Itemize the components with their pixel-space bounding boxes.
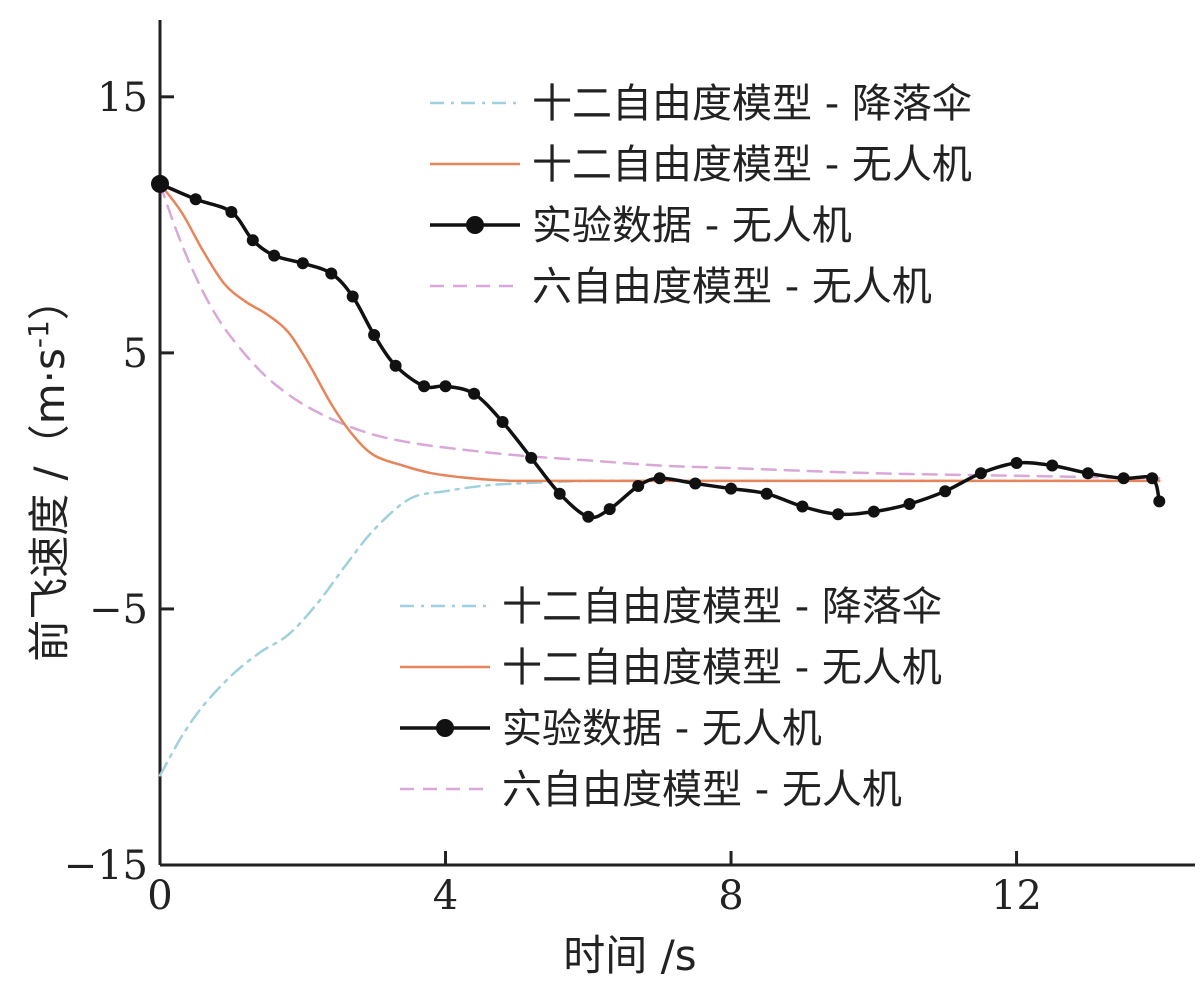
y-tick-label: 5 — [123, 331, 148, 377]
data-point — [974, 467, 987, 480]
data-point — [325, 267, 338, 280]
data-point — [418, 380, 431, 393]
data-point — [725, 482, 737, 495]
x-tick-label: 8 — [718, 873, 743, 919]
data-point — [439, 380, 452, 393]
data-point — [653, 472, 666, 485]
x-tick-label: 12 — [991, 873, 1042, 919]
legend-label: 十二自由度模型 - 无人机 — [532, 142, 972, 188]
data-point — [389, 359, 402, 372]
ticks: 0 4 8 12 −15 −5 5 15 — [64, 75, 1042, 919]
data-point — [939, 485, 952, 498]
legend-label: 实验数据 - 无人机 — [502, 706, 822, 752]
data-point — [346, 290, 359, 303]
data-point-start — [151, 174, 169, 193]
legend-marker — [466, 216, 484, 234]
series-4 — [158, 182, 1161, 480]
data-point — [1146, 472, 1159, 485]
legend-label: 十二自由度模型 - 降落伞 — [532, 81, 972, 127]
data-point — [1153, 495, 1166, 508]
data-point — [189, 193, 202, 206]
data-point — [582, 510, 595, 523]
data-point — [867, 505, 880, 518]
x-tick-label: 0 — [147, 873, 172, 919]
data-point — [832, 508, 845, 521]
legend-label: 十二自由度模型 - 无人机 — [502, 645, 942, 691]
data-point — [760, 487, 773, 500]
data-point — [796, 500, 809, 513]
data-point — [1117, 472, 1130, 485]
legend-marker — [436, 719, 454, 737]
legend-label: 十二自由度模型 - 降落伞 — [502, 584, 942, 630]
data-point — [225, 206, 238, 218]
series-3 — [151, 174, 1166, 523]
data-point — [553, 487, 566, 500]
legend-label: 实验数据 - 无人机 — [532, 203, 852, 249]
series-2 — [158, 182, 1161, 483]
series-line-4 — [158, 182, 1161, 480]
data-point — [1081, 467, 1094, 480]
data-point — [296, 257, 309, 270]
plot-area — [151, 174, 1166, 777]
data-point — [268, 249, 281, 262]
data-point — [468, 387, 481, 400]
data-point — [1010, 457, 1023, 469]
legend-label: 六自由度模型 - 无人机 — [502, 767, 902, 813]
legend-label: 六自由度模型 - 无人机 — [532, 264, 932, 310]
y-axis-label-superscript: -1 — [22, 320, 55, 348]
y-axis-label-close: ） — [25, 278, 74, 320]
series-line-2 — [158, 182, 1161, 483]
y-tick-label: −15 — [64, 843, 148, 889]
data-point — [603, 503, 616, 516]
data-point — [689, 477, 702, 490]
axes — [158, 20, 1195, 867]
y-tick-label: −5 — [89, 587, 148, 633]
data-point — [632, 480, 645, 492]
y-tick-label: 15 — [97, 75, 148, 121]
x-axis-label: 时间 /s — [563, 931, 696, 980]
data-point — [1046, 459, 1059, 472]
y-axis-label: 前飞速度 /（m·s-1） — [22, 278, 75, 662]
y-axis-label-main: 前飞速度 /（m·s — [25, 348, 74, 662]
data-point — [525, 451, 538, 464]
x-tick-label: 4 — [433, 873, 458, 919]
data-point — [903, 498, 916, 510]
data-point — [246, 234, 259, 247]
data-point — [496, 416, 509, 428]
data-point — [368, 329, 381, 341]
